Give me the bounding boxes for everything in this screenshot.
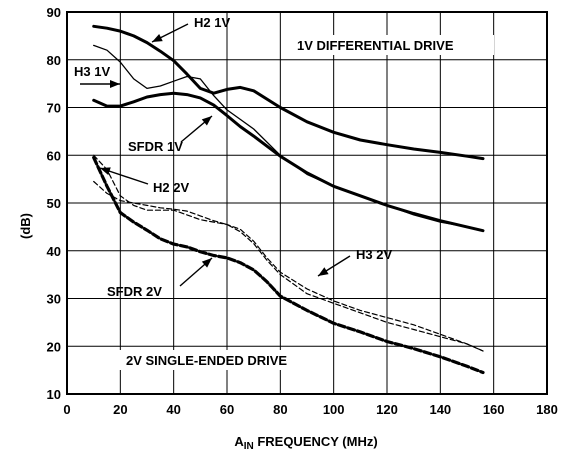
diff-drive-label: 1V DIFFERENTIAL DRIVE (297, 38, 454, 53)
x-tick-label: 60 (220, 402, 234, 417)
x-tick-label: 20 (113, 402, 127, 417)
x-tick-label: 140 (429, 402, 451, 417)
se-drive-label-bg (117, 350, 323, 370)
h3-2v-label: H3 2V (356, 247, 392, 262)
sfdr-2v-arrow (179, 257, 213, 287)
series-sfdr-1v (92, 91, 485, 233)
x-axis-label: AIN FREQUENCY (MHz) (234, 434, 377, 452)
x-tick-label: 40 (166, 402, 180, 417)
x-tick-label: 180 (536, 402, 558, 417)
x-tick-label: 160 (483, 402, 505, 417)
series-h3-2v (93, 180, 484, 352)
series-lines (92, 24, 485, 375)
y-tick-label: 10 (47, 387, 61, 402)
y-tick-label: 30 (47, 292, 61, 307)
sfdr-2v-label: SFDR 2V (107, 284, 162, 299)
x-tick-label: 100 (323, 402, 345, 417)
y-tick-label: 90 (47, 5, 61, 20)
h2-1v-arrow (151, 23, 189, 43)
annotation-arrows (80, 23, 351, 287)
h3-1v-arrow (80, 80, 120, 88)
y-tick-label: 70 (47, 101, 61, 116)
sfdr-1v-label: SFDR 1V (128, 139, 183, 154)
se-drive-label: 2V SINGLE-ENDED DRIVE (126, 353, 287, 368)
h3-2v-arrow (317, 255, 351, 277)
h2-1v-label: H2 1V (194, 15, 230, 30)
x-tick-label: 120 (376, 402, 398, 417)
y-tick-label: 60 (47, 148, 61, 163)
series-sfdr-2v (92, 156, 485, 375)
h2-2v-arrow (99, 167, 149, 185)
tick-labels: 0 20 40 60 80 100 120 140 160 180 10 20 30 40 50 60 70 80… (47, 5, 558, 417)
x-tick-label: 0 (63, 402, 70, 417)
grid-lines (66, 11, 548, 395)
series-h2-2v (93, 154, 484, 352)
x-tick-label: 80 (273, 402, 287, 417)
y-tick-label: 80 (47, 53, 61, 68)
y-tick-label: 40 (47, 244, 61, 259)
y-axis-label: (dB) (18, 213, 33, 239)
y-tick-label: 50 (47, 196, 61, 211)
series-h2-1v (92, 24, 485, 161)
sfdr-1v-arrow (180, 115, 213, 143)
h2-2v-label: H2 2V (153, 180, 189, 195)
plot-frame (66, 11, 548, 395)
y-tick-label: 20 (47, 339, 61, 354)
h3-1v-label: H3 1V (74, 64, 110, 79)
diff-drive-label-bg (287, 35, 494, 55)
